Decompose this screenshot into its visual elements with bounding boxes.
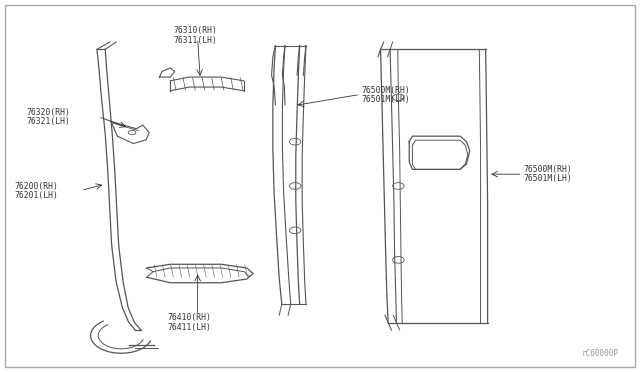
- Text: 76200(RH): 76200(RH): [14, 182, 58, 190]
- Text: 76201(LH): 76201(LH): [14, 191, 58, 200]
- Text: 76320(RH): 76320(RH): [27, 108, 71, 117]
- Text: rC60000P: rC60000P: [581, 350, 618, 359]
- Text: 76310(RH): 76310(RH): [173, 26, 218, 35]
- Text: 76501M(LH): 76501M(LH): [524, 174, 573, 183]
- Text: 76411(LH): 76411(LH): [167, 323, 211, 331]
- Text: 76500M(RH): 76500M(RH): [362, 86, 410, 94]
- Text: 76410(RH): 76410(RH): [167, 312, 211, 321]
- Text: 76501M(LH): 76501M(LH): [362, 95, 410, 104]
- Text: 76500M(RH): 76500M(RH): [524, 165, 573, 174]
- Text: 76321(LH): 76321(LH): [27, 117, 71, 126]
- Text: 76311(LH): 76311(LH): [173, 36, 218, 45]
